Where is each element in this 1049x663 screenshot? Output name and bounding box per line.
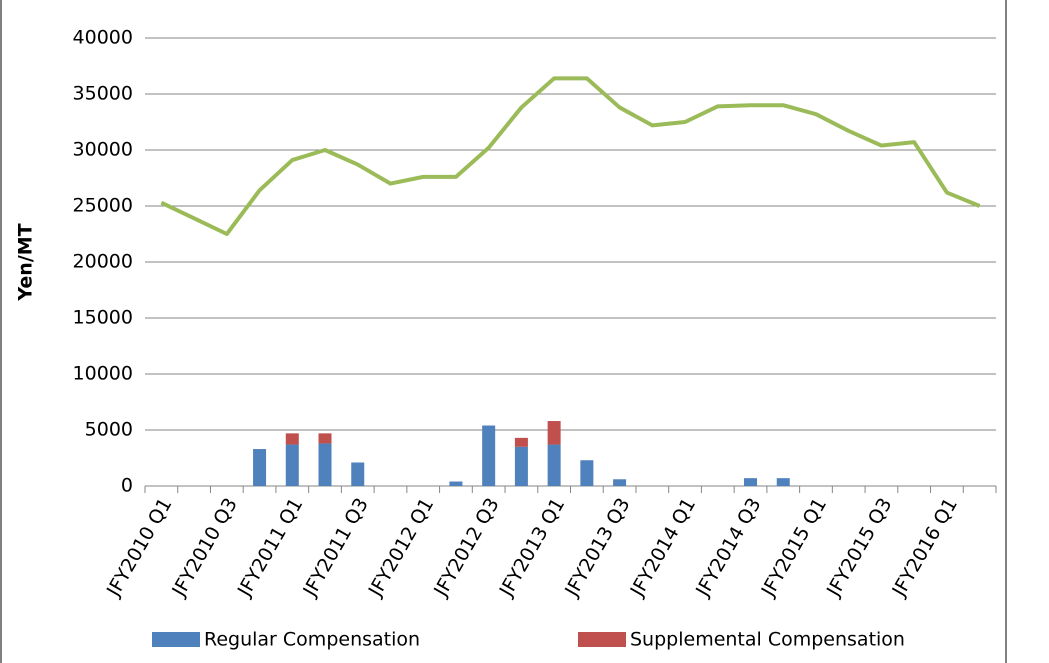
x-tick-label: JFY2013 Q3 [560, 494, 634, 601]
line [160, 76, 981, 236]
bar [318, 433, 332, 444]
bar [580, 460, 594, 486]
y-tick-label: 10000 [73, 363, 133, 385]
bar [253, 449, 267, 486]
x-tick-label: JFY2011 Q3 [299, 494, 373, 601]
x-tick-label: JFY2011 Q1 [233, 494, 307, 601]
bar [482, 425, 496, 486]
bar [318, 443, 332, 486]
x-tick-label: JFY2014 Q1 [626, 494, 700, 601]
bar [547, 444, 561, 486]
legend-swatch [152, 632, 200, 647]
bar [514, 437, 528, 447]
legend-swatch [578, 632, 626, 647]
legend-label: Regular Compensation [204, 629, 420, 651]
x-tick-label: JFY2013 Q1 [495, 494, 569, 601]
y-tick-label: 20000 [73, 251, 133, 273]
x-tick-label: JFY2015 Q3 [822, 494, 896, 601]
x-tick-label: JFY2012 Q3 [429, 494, 503, 601]
y-axis-label: Yen/MT [15, 223, 37, 301]
y-tick-label: 30000 [73, 139, 133, 161]
x-tick-label: JFY2014 Q3 [691, 494, 765, 601]
bar [285, 444, 299, 486]
legend-label: Supplemental Compensation [630, 629, 905, 651]
x-tick-label: JFY2010 Q1 [102, 494, 176, 601]
y-tick-label: 5000 [85, 419, 133, 441]
y-tick-label: 25000 [73, 195, 133, 217]
y-tick-label: 35000 [73, 83, 133, 105]
x-tick-label: JFY2016 Q1 [888, 494, 962, 601]
bar [449, 481, 463, 486]
bar [547, 421, 561, 445]
x-tick-label: JFY2015 Q1 [757, 494, 831, 601]
bar [351, 462, 365, 486]
bar [613, 479, 627, 486]
bar [776, 478, 790, 486]
x-tick-label: JFY2010 Q3 [168, 494, 242, 601]
x-tick-label: JFY2012 Q1 [364, 494, 438, 601]
y-tick-label: 15000 [73, 307, 133, 329]
y-tick-label: 40000 [73, 27, 133, 49]
y-tick-label: 0 [121, 475, 133, 497]
bar [514, 446, 528, 486]
bar [744, 478, 758, 486]
bar [285, 433, 299, 445]
